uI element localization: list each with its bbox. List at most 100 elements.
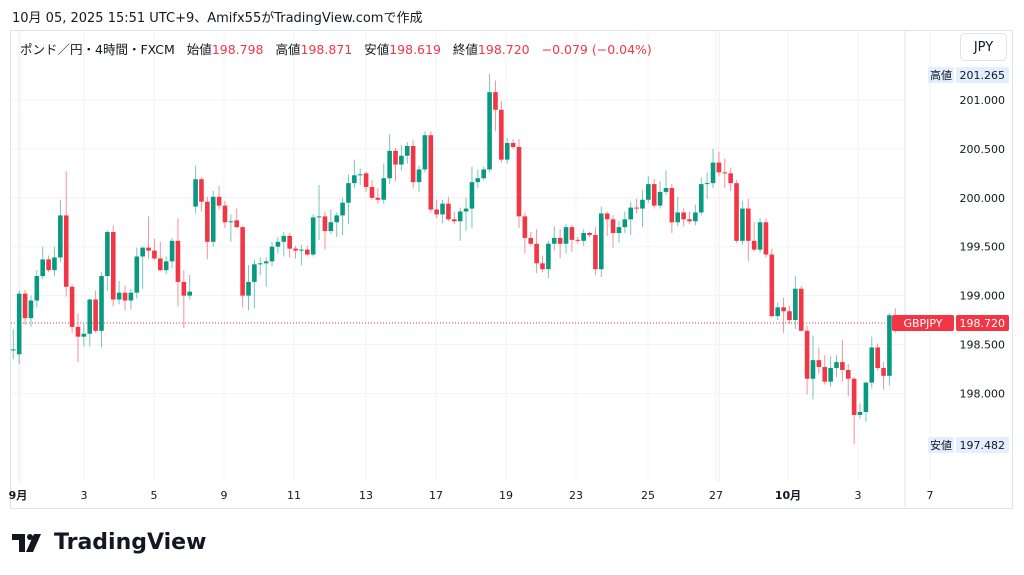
last-price-tag-label-bg xyxy=(892,314,954,331)
candle xyxy=(399,144,404,171)
candle xyxy=(87,298,93,347)
candle-body xyxy=(475,178,481,183)
candle-body xyxy=(69,286,75,327)
candle-body xyxy=(746,208,751,241)
candle xyxy=(687,211,692,225)
candle-body xyxy=(58,215,63,258)
candle xyxy=(599,206,604,278)
candle xyxy=(587,232,592,237)
candle xyxy=(834,355,839,377)
candle-body xyxy=(769,254,775,317)
candle-body xyxy=(428,135,434,210)
candle-body xyxy=(481,169,486,179)
candle xyxy=(651,179,657,209)
tradingview-logo[interactable]: TradingView xyxy=(12,530,206,555)
candle xyxy=(875,343,880,371)
candle xyxy=(328,209,334,234)
candle-body xyxy=(499,109,504,160)
candle-body xyxy=(863,382,869,412)
price-tick-label: 198.500 xyxy=(960,339,1006,352)
candle-body xyxy=(346,183,351,203)
candle-body xyxy=(305,249,310,255)
candle-body xyxy=(216,196,222,206)
candle xyxy=(534,229,539,274)
candle xyxy=(234,208,240,229)
currency-button[interactable]: JPY xyxy=(960,33,1007,61)
candle xyxy=(840,339,845,382)
candle-body xyxy=(352,175,357,184)
candle-body xyxy=(716,162,722,173)
candle-body xyxy=(763,222,769,255)
candle-body xyxy=(140,247,145,257)
candle-body xyxy=(593,234,598,270)
candle-body xyxy=(581,233,586,241)
candle xyxy=(610,215,616,248)
candle-body xyxy=(663,188,669,192)
candle xyxy=(828,356,833,387)
candle-body xyxy=(28,300,34,319)
candle-body xyxy=(222,205,228,223)
candle xyxy=(75,313,81,363)
candle-body xyxy=(546,243,551,270)
candle-body xyxy=(675,212,681,223)
candle-body xyxy=(845,369,851,379)
candle-body xyxy=(122,292,128,301)
candle xyxy=(816,347,822,374)
logo-text: TradingView xyxy=(54,530,207,555)
candle xyxy=(275,236,281,254)
candle-body xyxy=(751,240,757,250)
candle-body xyxy=(240,227,245,296)
candle xyxy=(93,290,98,333)
close-value: 198.720 xyxy=(477,42,530,57)
candle-body xyxy=(257,263,263,265)
candle xyxy=(693,204,698,226)
time-tick-label: 10月 xyxy=(775,489,801,502)
candle xyxy=(369,180,375,200)
candle-body xyxy=(651,184,657,206)
symbol-title[interactable]: ポンド／円・4時間・FXCM xyxy=(20,42,175,57)
candle xyxy=(581,229,586,246)
candle-body xyxy=(640,199,645,209)
candle-body xyxy=(34,276,40,301)
candle xyxy=(793,276,798,329)
change-value: −0.079 (−0.04%) xyxy=(541,42,652,57)
candle xyxy=(663,170,669,195)
candle-body xyxy=(599,213,604,270)
last-price-tag: GBPJPY 198.720 xyxy=(892,314,1009,331)
candle xyxy=(375,188,381,204)
candle-body xyxy=(322,216,328,232)
candle-body xyxy=(840,362,845,370)
candle xyxy=(187,275,192,300)
candle xyxy=(122,285,128,311)
candle xyxy=(551,226,557,251)
candle-body xyxy=(828,367,833,382)
candle xyxy=(181,270,187,328)
candle xyxy=(851,376,857,445)
candle-body xyxy=(169,240,175,262)
candle xyxy=(11,328,16,360)
candle-body xyxy=(446,203,451,220)
candle-body xyxy=(816,360,822,367)
candle-body xyxy=(410,145,416,183)
candle xyxy=(857,403,863,419)
candle-body xyxy=(457,211,463,222)
candle xyxy=(487,74,492,173)
candle-body xyxy=(81,333,87,337)
candle xyxy=(334,212,339,237)
candle-body xyxy=(205,201,210,242)
candle-body xyxy=(693,212,698,222)
low-marker-value: 197.482 xyxy=(960,439,1006,452)
candle-body xyxy=(275,241,281,247)
candle-body xyxy=(569,227,575,240)
candle-body xyxy=(434,209,439,215)
candle xyxy=(881,362,886,390)
candle xyxy=(716,151,722,177)
time-tick-label: 11 xyxy=(287,489,301,502)
candle xyxy=(116,280,122,305)
candle xyxy=(352,159,357,189)
candle xyxy=(622,211,628,234)
low-marker-value-bg xyxy=(956,437,1009,453)
candles xyxy=(11,74,898,445)
candle xyxy=(781,297,786,333)
